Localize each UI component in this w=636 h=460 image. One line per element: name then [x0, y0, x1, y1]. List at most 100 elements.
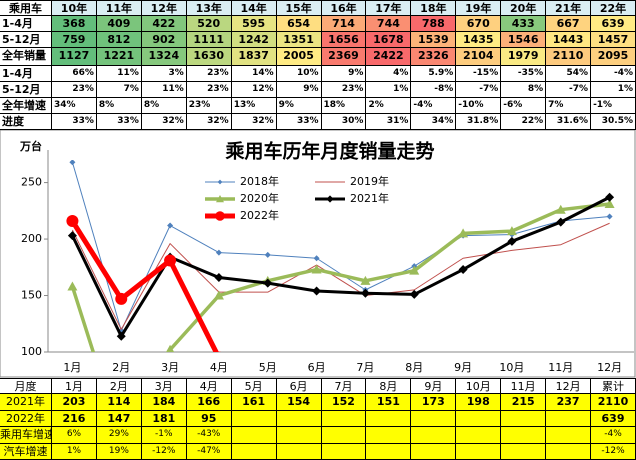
top-cell: 23%	[52, 82, 97, 98]
bottom-cell: 147	[96, 410, 142, 428]
top-cell: 66%	[52, 66, 97, 82]
bottom-cell: 639	[591, 410, 636, 428]
point	[311, 264, 322, 274]
top-cell: 13%	[231, 98, 277, 114]
point	[118, 327, 125, 334]
bottom-cell: 151	[366, 394, 412, 411]
top-cell: 2110	[546, 48, 592, 66]
x-tick-label: 12月	[597, 361, 622, 374]
top-cell: 32%	[186, 114, 232, 130]
legend-marker	[217, 179, 223, 185]
top-cell: -8%	[411, 82, 457, 98]
bottom-header-cell: 7月	[321, 378, 367, 395]
bottom-row-label: 汽车增速	[0, 443, 52, 460]
top-cell: 2%	[366, 98, 412, 114]
bottom-cell: 166	[186, 394, 232, 411]
plot-area	[66, 160, 615, 352]
point	[604, 199, 615, 209]
top-cell: 34%	[411, 114, 457, 130]
bottom-cell	[546, 410, 592, 428]
top-cell: 11%	[96, 66, 142, 82]
top-cell: 2095	[591, 48, 636, 66]
bottom-cell: 181	[141, 410, 187, 428]
top-cell: 368	[52, 16, 97, 32]
top-cell: 9%	[321, 66, 367, 82]
top-cell: 3%	[141, 66, 187, 82]
top-cell: 34%	[52, 98, 97, 114]
top-header-cell: 16年	[321, 0, 367, 16]
top-cell: 8%	[141, 98, 187, 114]
top-cell: 9%	[276, 98, 322, 114]
legend-label: 2020年	[240, 191, 279, 205]
point	[264, 251, 271, 258]
top-cell: 54%	[546, 66, 592, 82]
bottom-header-cell: 8月	[366, 378, 412, 395]
top-cell: -15%	[456, 66, 502, 82]
x-tick-label: 4月	[210, 361, 228, 374]
top-cell: 667	[546, 16, 592, 32]
x-tick-label: 10月	[499, 361, 524, 374]
top-row-label: 全年增速	[0, 98, 52, 114]
bottom-cell: -12%	[141, 443, 187, 460]
top-cell: 5.9%	[411, 66, 457, 82]
top-cell: 1221	[96, 48, 142, 66]
bottom-cell	[546, 427, 592, 444]
bottom-cell: 203	[52, 394, 97, 411]
top-cell: 31.8%	[456, 114, 502, 130]
bottom-cell	[321, 427, 367, 444]
top-cell: 30.5%	[591, 114, 636, 130]
top-cell: 1351	[276, 32, 322, 48]
top-header-cell: 17年	[366, 0, 412, 16]
bottom-cell	[411, 427, 457, 444]
legend-label: 2019年	[350, 174, 389, 188]
point	[409, 289, 419, 299]
bottom-cell: 6%	[52, 427, 97, 444]
top-cell: 422	[141, 16, 187, 32]
point	[164, 254, 177, 267]
x-tick-label: 8月	[405, 361, 423, 374]
point	[216, 351, 221, 352]
top-header-cell: 11年	[96, 0, 142, 16]
top-cell: 8%	[96, 98, 142, 114]
top-cell: 4%	[366, 66, 412, 82]
top-cell: 902	[141, 32, 187, 48]
top-cell: -1%	[591, 98, 636, 114]
bottom-cell: 152	[321, 394, 367, 411]
y-axis-label: 万台	[19, 139, 42, 153]
bottom-cell	[411, 443, 457, 460]
top-cell: 33%	[96, 114, 142, 130]
top-cell: 670	[456, 16, 502, 32]
top-cell: 22%	[501, 114, 547, 130]
top-cell: -4%	[591, 66, 636, 82]
top-cell: 744	[366, 16, 412, 32]
top-cell: 812	[96, 32, 142, 48]
top-cell: 2326	[411, 48, 457, 66]
top-cell: -35%	[501, 66, 547, 82]
top-header-cell: 20年	[501, 0, 547, 16]
point	[360, 288, 370, 298]
bottom-header-cell: 6月	[276, 378, 322, 395]
bottom-cell	[321, 443, 367, 460]
x-tick-label: 2月	[112, 361, 130, 374]
y-tick-label: 100	[21, 345, 42, 358]
top-header-cell: 10年	[52, 0, 97, 16]
point	[66, 214, 79, 227]
top-row-label: 1-4月	[0, 16, 52, 32]
legend-label: 2021年	[350, 191, 389, 205]
top-cell: 14%	[231, 66, 277, 82]
point	[506, 226, 517, 236]
y-tick-label: 150	[21, 289, 42, 302]
bottom-cell	[321, 410, 367, 428]
bottom-cell: 2110	[591, 394, 636, 411]
top-cell: 1630	[186, 48, 232, 66]
bottom-cell: 29%	[96, 427, 142, 444]
top-row-label: 1-4月	[0, 66, 52, 82]
bottom-row-label: 乘用车增速	[0, 427, 52, 444]
top-cell: 30%	[321, 114, 367, 130]
top-row-label: 全年销量	[0, 48, 52, 66]
bottom-header-cell: 5月	[231, 378, 277, 395]
legend-marker	[215, 211, 225, 221]
bottom-cell	[546, 443, 592, 460]
top-cell: 433	[501, 16, 547, 32]
